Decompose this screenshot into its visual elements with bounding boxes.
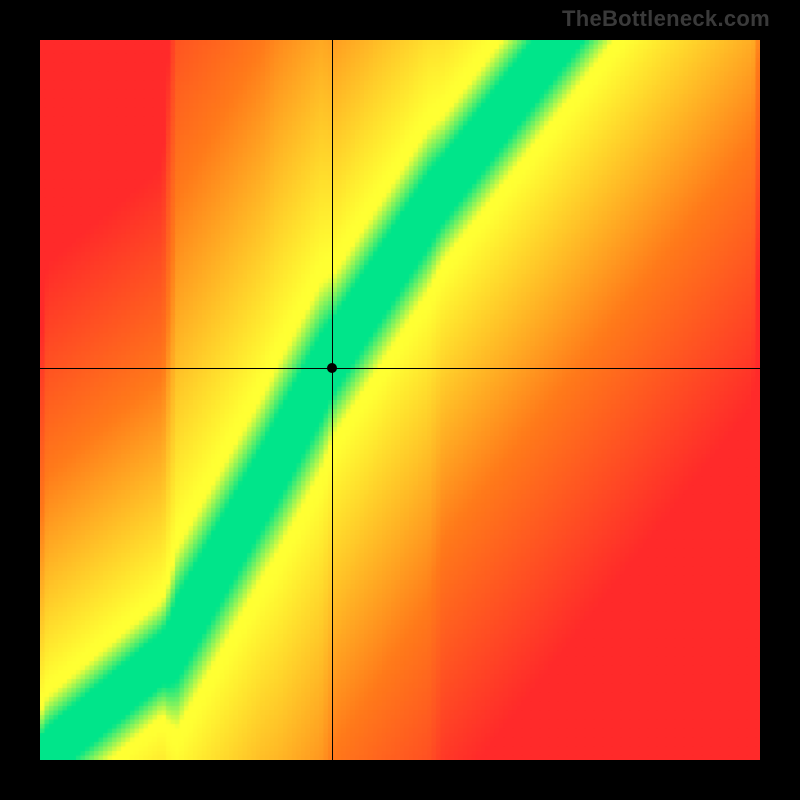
heatmap-plot (40, 40, 760, 760)
watermark-text: TheBottleneck.com (562, 6, 770, 32)
heatmap-canvas (40, 40, 760, 760)
outer-frame: TheBottleneck.com (0, 0, 800, 800)
crosshair-vertical (332, 40, 333, 760)
crosshair-horizontal (40, 368, 760, 369)
crosshair-marker (327, 363, 337, 373)
